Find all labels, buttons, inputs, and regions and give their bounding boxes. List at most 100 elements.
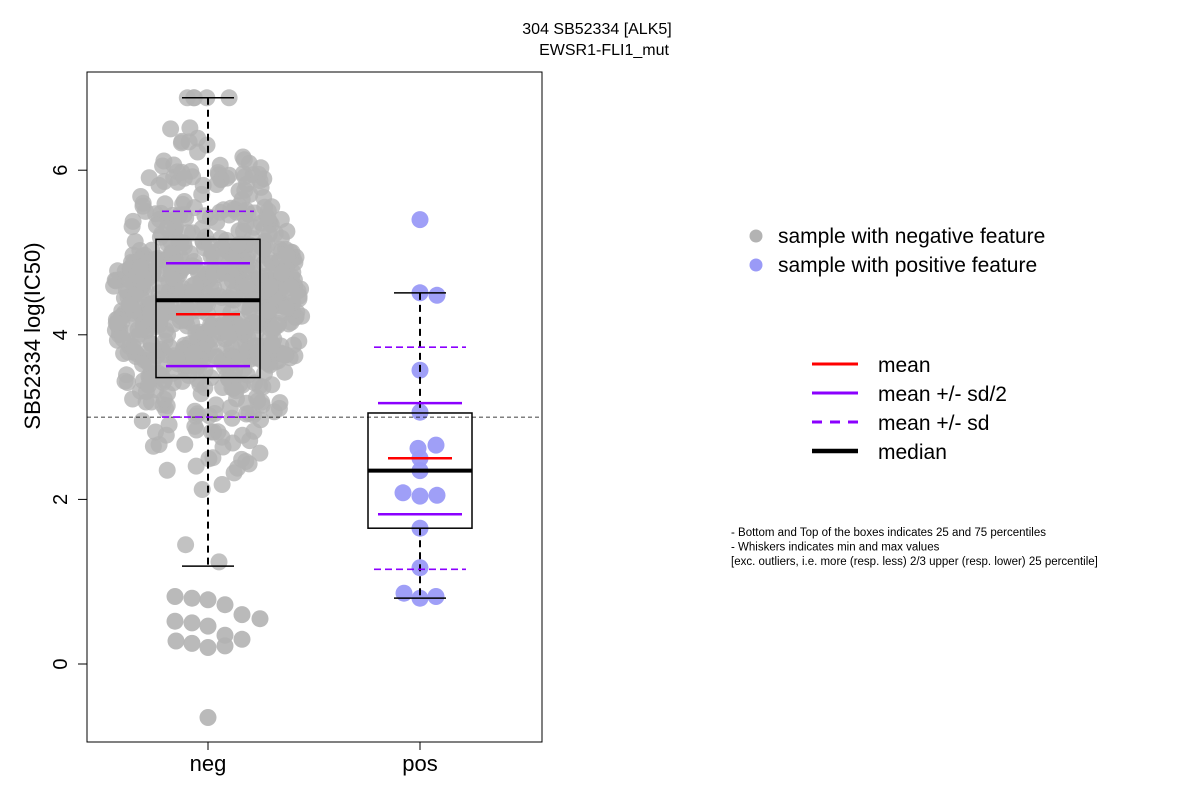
neg-point [263, 335, 281, 353]
neg-point [193, 220, 211, 237]
neg-point [208, 176, 226, 193]
neg-point [248, 313, 266, 331]
neg-point [150, 176, 168, 194]
pos-point [428, 286, 446, 304]
neg-outlier-point [166, 612, 184, 630]
neg-point [223, 409, 241, 427]
neg-outlier-point [199, 617, 217, 635]
x-tick-label: pos [402, 751, 437, 776]
neg-point [177, 536, 195, 554]
neg-outlier-point [183, 634, 201, 652]
legend-point-label: sample with negative feature [778, 225, 1045, 248]
pos-point [411, 403, 429, 421]
points-layer [105, 89, 446, 726]
plot-frame [86, 71, 543, 743]
neg-outlier-point [183, 614, 201, 632]
legend-point-marker [749, 229, 763, 243]
neg-point [154, 374, 172, 392]
neg-point [273, 264, 291, 282]
x-tick-label: neg [190, 751, 227, 776]
neg-point [263, 198, 281, 216]
neg-point [176, 435, 194, 453]
neg-point [260, 302, 277, 320]
neg-point [187, 407, 205, 425]
neg-point [129, 321, 147, 338]
neg-point [269, 316, 287, 334]
chart-title-line2: EWSR1-FLI1_mut [539, 42, 669, 59]
neg-outlier-point [233, 630, 251, 648]
chart-title-line1: 304 SB52334 [ALK5] [522, 21, 671, 38]
legend-point-label: sample with positive feature [778, 254, 1037, 277]
neg-point [193, 481, 211, 498]
pos-point [394, 484, 412, 502]
neg-point [162, 120, 180, 138]
footnote-line: - Bottom and Top of the boxes indicates … [731, 527, 1046, 539]
neg-point [260, 225, 278, 243]
neg-point [183, 257, 201, 275]
legend-layer: sample with negative feature sample with … [749, 225, 1045, 464]
neg-point [144, 437, 162, 455]
neg-point [134, 355, 151, 373]
neg-point [261, 278, 279, 295]
neg-point [234, 318, 252, 336]
neg-point [215, 316, 233, 334]
neg-point [180, 133, 198, 151]
y-tick-label: 6 [50, 165, 72, 176]
neg-point [236, 181, 254, 199]
neg-point [254, 378, 272, 396]
neg-point [213, 476, 231, 493]
pos-point [427, 436, 445, 454]
neg-point [200, 450, 218, 468]
neg-point [152, 309, 170, 326]
neg-point [197, 293, 215, 311]
neg-point [114, 330, 132, 348]
neg-point [202, 319, 220, 337]
neg-point [252, 411, 270, 429]
overlay-layer [87, 97, 542, 599]
neg-point [133, 412, 151, 430]
neg-point [175, 238, 193, 256]
neg-point [282, 278, 300, 296]
neg-point [146, 250, 164, 268]
neg-point [186, 275, 204, 293]
notes-layer: - Bottom and Top of the boxes indicates … [731, 527, 1098, 568]
neg-point [238, 277, 256, 295]
y-tick-label: 2 [50, 494, 72, 505]
neg-point [237, 453, 255, 470]
legend-line-label: mean [878, 354, 931, 377]
axes-layer: 0 2 4 6 neg pos [50, 165, 438, 776]
neg-outlier-point [199, 591, 217, 609]
pos-point [411, 487, 429, 505]
neg-point [192, 385, 210, 403]
y-tick-label: 4 [50, 329, 72, 340]
neg-point [120, 296, 138, 314]
neg-point [140, 376, 157, 394]
pos-point [427, 588, 445, 605]
neg-outlier-point [216, 596, 234, 614]
neg-point [253, 393, 271, 411]
neg-outlier-point [166, 588, 184, 605]
neg-point [207, 396, 225, 414]
pos-point [428, 486, 446, 504]
neg-outlier-point [199, 639, 217, 656]
neg-box [155, 238, 261, 379]
neg-point [251, 444, 269, 462]
neg-point [206, 347, 224, 365]
neg-point [131, 258, 149, 276]
neg-point [210, 553, 228, 571]
legend-line-label: median [878, 441, 947, 464]
neg-point [118, 366, 135, 384]
neg-point [255, 240, 273, 258]
neg-point [168, 349, 186, 367]
neg-point [252, 178, 270, 196]
neg-point [175, 169, 193, 187]
neg-point [163, 269, 181, 287]
neg-point [235, 151, 253, 169]
footnote-line: [exc. outliers, i.e. more (resp. less) 2… [731, 556, 1098, 568]
neg-point [201, 235, 219, 253]
neg-point [276, 346, 294, 364]
neg-point [208, 213, 226, 231]
neg-point [160, 416, 178, 434]
neg-point [290, 332, 308, 350]
